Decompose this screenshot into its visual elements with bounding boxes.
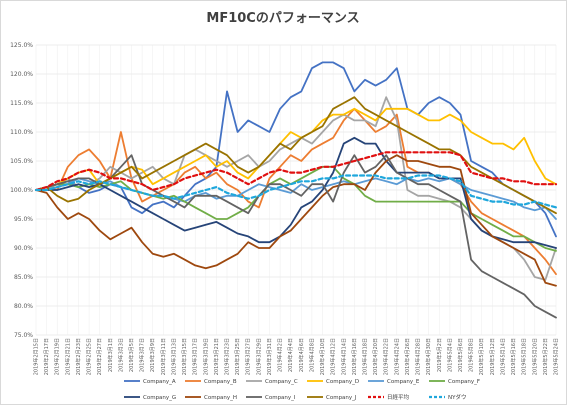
x-tick-label: 2019年2月19日 [54,338,61,375]
x-tick-label: 2019年4月18日 [361,338,368,375]
x-tick-label: 2019年2月21日 [64,338,71,375]
x-tick-label: 2019年3月7日 [139,338,146,372]
legend-label: Company_F [448,379,480,385]
series-line [35,96,557,281]
x-tick-label: 2019年5月20日 [531,338,538,375]
y-tick-label: 80.0% [14,303,33,310]
x-tick-label: 2019年3月3日 [117,338,124,372]
x-tick-label: 2019年3月31日 [266,338,273,375]
legend-label: Company_A [143,379,176,385]
series-line [35,107,557,276]
x-tick-label: 2019年5月12日 [489,338,496,375]
x-axis-ticks: 2019年2月15日 2019年2月17日 2019年2月19日 2019年2月21日… [33,338,560,375]
legend-label: Company_H [204,395,237,401]
x-tick-label: 2019年5月4日 [446,338,453,372]
y-tick-label: 100.0% [10,187,33,194]
legend-label: Company_I [265,395,296,401]
x-tick-label: 2019年5月16日 [510,338,517,375]
x-tick-label: 2019年3月9日 [149,338,156,372]
x-tick-label: 2019年4月6日 [298,338,305,372]
x-tick-label: 2019年3月19日 [202,338,209,375]
x-tick-label: 2019年5月2日 [436,338,443,372]
x-tick-label: 2019年3月27日 [245,338,252,375]
series-line [35,96,557,215]
y-tick-label: 125.0% [10,42,33,49]
series-line [35,154,557,319]
x-tick-label: 2019年4月14日 [340,338,347,375]
legend-label: 日経平均 [387,393,410,401]
y-tick-label: 110.0% [10,129,33,136]
x-tick-label: 2019年4月28日 [415,338,422,375]
x-tick-label: 2019年5月18日 [521,338,528,375]
x-tick-label: 2019年3月21日 [213,338,220,375]
x-tick-label: 2019年3月11日 [160,338,167,375]
x-tick-label: 2019年5月8日 [468,338,475,372]
legend-label: Company_B [204,379,237,385]
legend-label: Company_C [265,379,298,385]
legend-label: NYダウ [448,393,466,401]
legend-label: Company_G [143,395,176,401]
x-tick-label: 2019年4月12日 [330,338,337,375]
x-tick-label: 2019年4月20日 [372,338,379,375]
x-tick-label: 2019年4月4日 [287,338,294,372]
x-tick-label: 2019年3月23日 [224,338,231,375]
x-tick-label: 2019年4月16日 [351,338,358,375]
x-tick-label: 2019年4月2日 [277,338,284,372]
x-tick-label: 2019年4月8日 [308,338,315,372]
x-tick-label: 2019年2月27日 [96,338,103,375]
legend-label: Company_E [387,379,420,385]
x-tick-label: 2019年2月23日 [75,338,82,375]
x-tick-label: 2019年4月26日 [404,338,411,375]
series-line [34,174,558,209]
x-tick-label: 2019年5月22日 [542,338,549,375]
y-axis-ticks: 75.0% 80.0% 85.0% 90.0% 95.0% 100.0% 105.0% 110… [10,42,33,339]
chart-title: MF10Cのパフォーマンス [206,11,359,26]
x-tick-label: 2019年3月17日 [192,338,199,375]
y-tick-label: 85.0% [14,274,33,281]
x-tick-label: 2019年2月15日 [33,338,40,375]
legend-label: Company_D [326,379,359,385]
x-tick-label: 2019年2月25日 [86,338,93,375]
x-tick-label: 2019年5月10日 [478,338,485,375]
y-tick-label: 120.0% [10,71,33,78]
x-tick-label: 2019年4月30日 [425,338,432,375]
series-line [34,151,558,192]
x-tick-label: 2019年5月14日 [499,338,506,375]
y-tick-label: 115.0% [10,100,33,107]
x-tick-label: 2019年3月25日 [234,338,241,375]
series-line [35,177,557,220]
x-tick-label: 2019年4月22日 [383,338,390,375]
x-tick-label: 2019年3月13日 [170,338,177,375]
series-line [35,61,557,238]
y-tick-label: 90.0% [14,245,33,252]
y-tick-label: 95.0% [14,216,33,223]
x-tick-label: 2019年4月10日 [319,338,326,375]
x-tick-label: 2019年3月15日 [181,338,188,375]
y-tick-label: 75.0% [14,332,33,339]
series-line [35,154,557,287]
x-tick-label: 2019年3月1日 [107,338,114,372]
series-line [35,136,557,249]
x-tick-label: 2019年5月24日 [553,338,560,375]
x-tick-label: 2019年5月6日 [457,338,464,372]
x-tick-label: 2019年3月29日 [255,338,262,375]
legend-label: Company_J [326,395,357,401]
legend: Company_A Company_B Company_C Company_D Comp… [124,379,480,401]
y-tick-label: 105.0% [10,158,33,165]
x-tick-label: 2019年4月24日 [393,338,400,375]
x-tick-label: 2019年3月5日 [128,338,135,372]
series-lines [34,61,558,319]
x-tick-label: 2019年2月17日 [43,338,50,375]
